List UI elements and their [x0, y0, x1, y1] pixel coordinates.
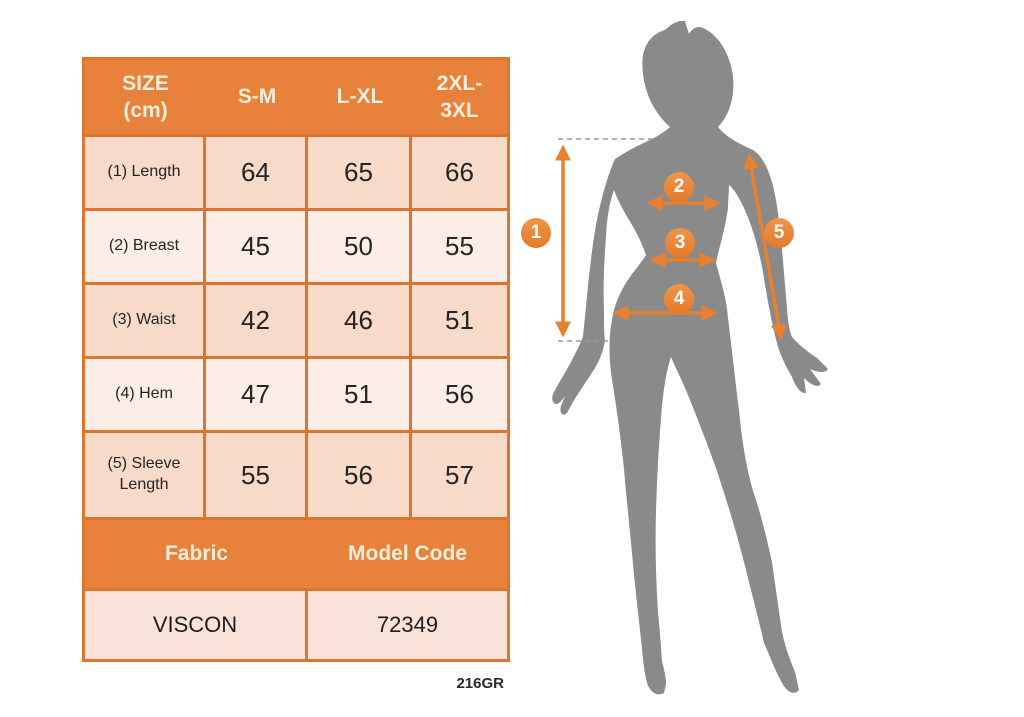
measurement-marker-4: 4 [664, 284, 694, 314]
header-size-unit-label: SIZE (cm) [122, 71, 169, 122]
female-silhouette [552, 20, 828, 695]
table-row-breast: (2) Breast 45 50 55 [85, 211, 507, 282]
size-value: 55 [412, 211, 507, 282]
size-value: 51 [308, 359, 409, 430]
header-col-2xl3xl-label: 2XL-3XL [436, 71, 483, 122]
size-value: 56 [308, 433, 409, 517]
fabric-header: Fabric [164, 542, 229, 565]
measurement-marker-5: 5 [764, 218, 794, 248]
row-label: (2) Breast [85, 211, 203, 282]
size-value: 55 [206, 433, 305, 517]
row-label: (4) Hem [85, 359, 203, 430]
size-value: 42 [206, 285, 305, 356]
table-header-row: SIZE (cm) S-M L-XL 2XL-3XL [85, 60, 507, 134]
measurement-marker-3: 3 [665, 228, 695, 258]
size-chart-table: SIZE (cm) S-M L-XL 2XL-3XL (1) Length 64… [82, 57, 510, 662]
size-value: 46 [308, 285, 409, 356]
table-row-waist: (3) Waist 42 46 51 [85, 285, 507, 356]
size-value: 50 [308, 211, 409, 282]
table-footer-value-row: VISCON 72349 [85, 591, 507, 659]
weight-footnote: 216GR [456, 675, 504, 692]
size-value: 64 [206, 137, 305, 208]
size-value: 45 [206, 211, 305, 282]
body-measurement-diagram [552, 20, 828, 695]
table-row-sleeve-length: (5) Sleeve Length 55 56 57 [85, 433, 507, 517]
header-col-2xl3xl: 2XL-3XL [412, 60, 507, 134]
row-label: (1) Length [85, 137, 203, 208]
table-row-length: (1) Length 64 65 66 [85, 137, 507, 208]
table-footer-header-row: Fabric Model Code [85, 520, 507, 588]
table-row-hem: (4) Hem 47 51 56 [85, 359, 507, 430]
size-value: 65 [308, 137, 409, 208]
measurement-marker-1: 1 [521, 218, 551, 248]
model-code-header: Model Code [348, 542, 467, 565]
fabric-value: VISCON [85, 591, 305, 659]
row-label: (5) Sleeve Length [85, 433, 203, 517]
header-col-sm: S-M [237, 85, 277, 109]
model-code-value: 72349 [308, 591, 507, 659]
sleeve-arrow [743, 152, 787, 341]
header-col-lxl: L-XL [336, 85, 384, 109]
size-value: 66 [412, 137, 507, 208]
row-label: (3) Waist [85, 285, 203, 356]
measurement-marker-2: 2 [664, 172, 694, 202]
size-value: 56 [412, 359, 507, 430]
size-value: 57 [412, 433, 507, 517]
header-size-unit: SIZE (cm) [85, 60, 206, 134]
size-value: 47 [206, 359, 305, 430]
size-value: 51 [412, 285, 507, 356]
